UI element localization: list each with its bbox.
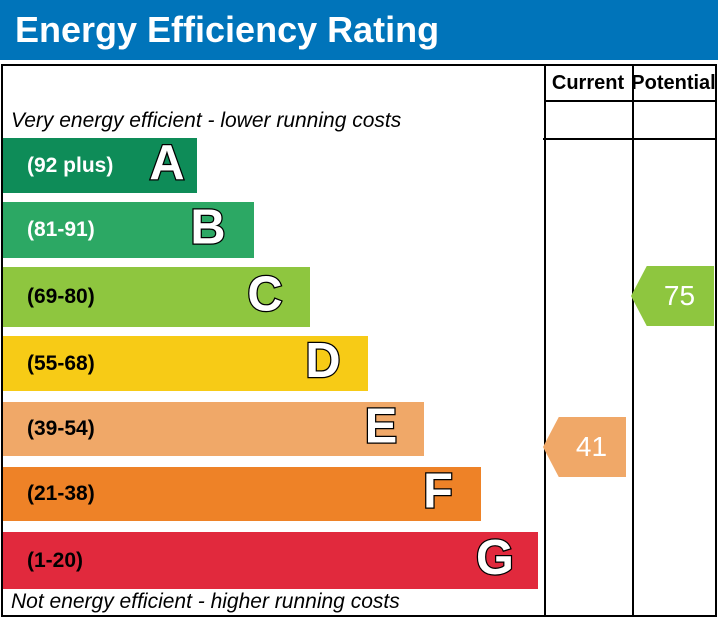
svg-text:G: G [476,532,514,585]
svg-text:F: F [423,467,453,518]
svg-text:D: D [305,336,340,388]
svg-text:E: E [365,402,398,453]
svg-text:B: B [190,202,225,254]
svg-text:C: C [247,267,282,321]
svg-text:A: A [149,138,184,190]
